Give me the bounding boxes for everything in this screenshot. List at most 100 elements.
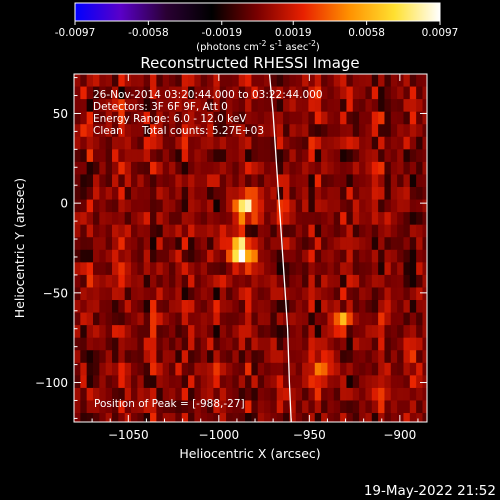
heatmap-cell xyxy=(162,300,170,314)
heatmap-cell xyxy=(99,350,107,364)
heatmap-cell xyxy=(333,362,341,376)
heatmap-cell xyxy=(321,249,329,263)
heatmap-cell xyxy=(169,237,176,251)
heatmap-cell xyxy=(409,350,417,364)
heatmap-cell xyxy=(124,287,132,301)
heatmap-cell xyxy=(162,161,170,176)
heatmap-cell xyxy=(308,161,316,176)
heatmap-cell xyxy=(99,262,107,276)
heatmap-cell xyxy=(403,124,411,138)
heatmap-cell xyxy=(359,362,367,376)
heatmap-cell xyxy=(162,124,170,138)
heatmap-cell xyxy=(219,161,227,176)
heatmap-cell xyxy=(99,312,107,326)
heatmap-cell xyxy=(118,199,126,213)
heatmap-cell xyxy=(137,136,145,150)
heatmap-cell xyxy=(150,300,157,314)
heatmap-cell xyxy=(162,287,170,301)
heatmap-cell xyxy=(270,325,278,339)
heatmap-cell xyxy=(181,212,189,226)
heatmap-cell xyxy=(99,237,107,251)
heatmap-cell xyxy=(213,99,221,113)
heatmap-cell xyxy=(276,187,284,201)
heatmap-cell xyxy=(403,86,411,100)
heatmap-cell xyxy=(131,413,138,422)
heatmap-cell xyxy=(346,312,354,326)
heatmap-cell xyxy=(384,224,392,238)
heatmap-cell xyxy=(409,274,417,289)
heatmap-cell xyxy=(131,350,138,364)
heatmap-cell xyxy=(409,387,417,402)
heatmap-cell xyxy=(384,136,392,150)
heatmap-cell xyxy=(295,387,303,402)
heatmap-cell xyxy=(340,249,348,263)
heatmap-cell xyxy=(143,413,151,422)
heatmap-cell xyxy=(137,312,145,326)
heatmap-cell xyxy=(289,136,297,150)
heatmap-cell xyxy=(403,237,411,251)
heatmap-cell xyxy=(333,74,341,88)
heatmap-cell xyxy=(333,325,341,339)
heatmap-cell xyxy=(200,149,208,163)
heatmap-cell xyxy=(257,124,265,138)
heatmap-cell xyxy=(340,174,348,188)
heatmap-cell xyxy=(314,362,322,376)
heatmap-cell xyxy=(137,237,145,251)
heatmap-cell xyxy=(213,387,221,402)
heatmap-cell xyxy=(232,400,240,414)
heatmap-cell xyxy=(118,337,126,351)
heatmap-cell xyxy=(162,187,170,201)
heatmap-cell xyxy=(93,74,100,88)
heatmap-cell xyxy=(321,149,329,163)
heatmap-cell xyxy=(80,287,88,301)
heatmap-cell xyxy=(340,99,348,113)
y-tick-label: 50 xyxy=(53,107,68,121)
heatmap-cell xyxy=(207,375,214,389)
heatmap-cell xyxy=(105,111,113,125)
heatmap-cell xyxy=(264,161,272,176)
heatmap-cell xyxy=(365,174,373,188)
heatmap-cell xyxy=(219,413,227,422)
heatmap-cell xyxy=(124,149,132,163)
heatmap-cell xyxy=(175,199,183,213)
heatmap-cell xyxy=(264,174,272,188)
heatmap-cell xyxy=(289,350,297,364)
heatmap-cell xyxy=(245,136,253,150)
heatmap-cell xyxy=(409,413,417,422)
heatmap-cell xyxy=(378,375,386,389)
heatmap-cell xyxy=(422,375,427,389)
heatmap-cell xyxy=(238,99,246,113)
heatmap-cell xyxy=(365,237,373,251)
heatmap-cell xyxy=(188,350,195,364)
heatmap-cell xyxy=(200,312,208,326)
heatmap-cell xyxy=(74,337,81,351)
heatmap-cell xyxy=(175,224,183,238)
heatmap-cell xyxy=(124,325,132,339)
heatmap-cell xyxy=(169,362,176,376)
heatmap-cell xyxy=(308,111,316,125)
heatmap-cell xyxy=(131,86,138,100)
heatmap-cell xyxy=(245,161,253,176)
heatmap-cell xyxy=(302,249,310,263)
heatmap-cell xyxy=(365,199,373,213)
heatmap-cell xyxy=(162,174,170,188)
heatmap-cell xyxy=(99,149,107,163)
heatmap-cell xyxy=(232,362,240,376)
heatmap-cell xyxy=(251,300,259,314)
heatmap-cell xyxy=(213,262,221,276)
heatmap-cell xyxy=(131,136,138,150)
heatmap-cell xyxy=(340,149,348,163)
heatmap-cell xyxy=(188,413,195,422)
heatmap-cell xyxy=(238,387,246,402)
heatmap-cell xyxy=(137,124,145,138)
heatmap-cell xyxy=(150,212,157,226)
heatmap-cell xyxy=(270,187,278,201)
heatmap-cell xyxy=(295,375,303,389)
heatmap-cell xyxy=(346,249,354,263)
heatmap-cell xyxy=(333,212,341,226)
heatmap-cell xyxy=(219,300,227,314)
heatmap-cell xyxy=(295,187,303,201)
heatmap-cell xyxy=(213,212,221,226)
heatmap-cell xyxy=(124,274,132,289)
heatmap-cell xyxy=(321,224,329,238)
